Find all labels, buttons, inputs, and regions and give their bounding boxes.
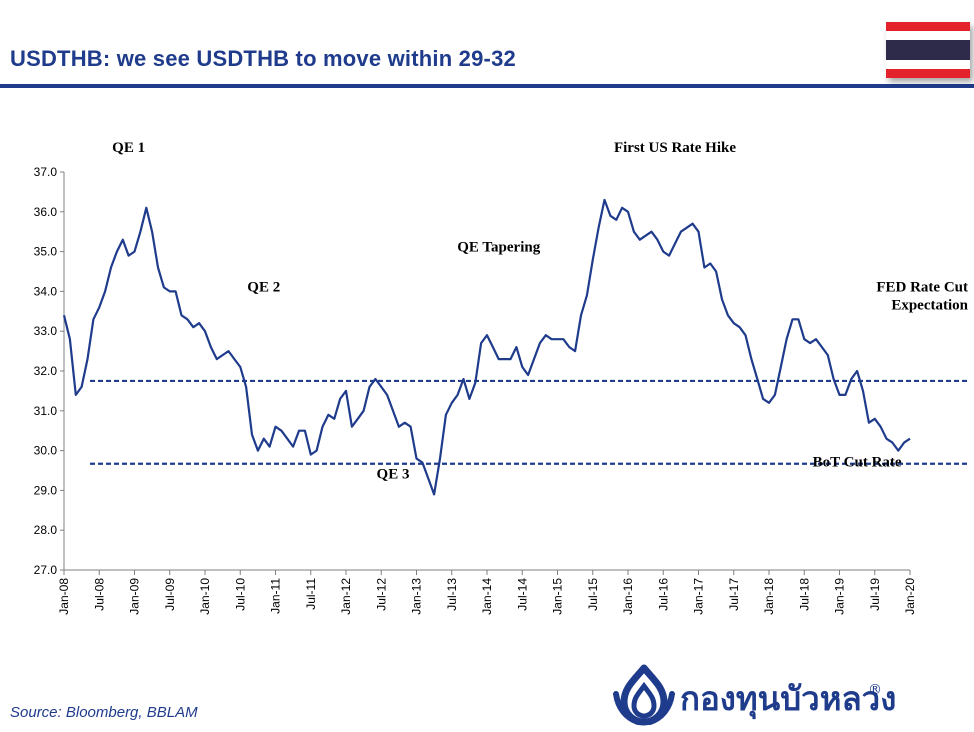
chart-annotation: FED Rate Cut xyxy=(876,279,968,295)
y-tick-label: 27.0 xyxy=(34,563,58,577)
x-tick-label: Jan-14 xyxy=(480,578,494,615)
chart-annotation: QE 1 xyxy=(112,140,145,156)
thailand-flag-icon xyxy=(886,22,970,78)
x-tick-label: Jul-09 xyxy=(163,578,177,611)
y-tick-label: 34.0 xyxy=(34,284,58,298)
x-tick-label: Jan-15 xyxy=(551,578,565,615)
flag-stripe xyxy=(886,22,970,31)
flag-stripe xyxy=(886,60,970,69)
title-divider xyxy=(0,84,974,88)
chart-annotation: QE 2 xyxy=(247,279,280,295)
x-tick-label: Jul-08 xyxy=(92,578,106,611)
flag-stripe xyxy=(886,31,970,40)
y-tick-label: 29.0 xyxy=(34,483,58,497)
y-tick-label: 28.0 xyxy=(34,523,58,537)
page-title: USDTHB: we see USDTHB to move within 29-… xyxy=(10,46,516,71)
x-tick-label: Jan-16 xyxy=(621,578,635,615)
usdthb-series-line xyxy=(62,198,911,496)
chart-annotation: BoT Cut Rate xyxy=(813,455,902,471)
y-tick-label: 35.0 xyxy=(34,245,58,259)
x-tick-label: Jul-10 xyxy=(233,578,247,611)
lotus-logo-icon xyxy=(613,664,675,726)
chart-annotation: QE Tapering xyxy=(457,240,540,256)
x-tick-label: Jul-12 xyxy=(374,578,388,611)
chart-annotation: Expectation xyxy=(891,297,968,313)
x-tick-label: Jan-17 xyxy=(692,578,706,615)
x-tick-label: Jul-11 xyxy=(304,578,318,610)
chart-annotation: QE 3 xyxy=(377,466,410,482)
bblam-logo: กองทุนบัวหลวง ® xyxy=(612,662,962,732)
x-tick-label: Jul-17 xyxy=(727,578,741,611)
x-tick-label: Jan-09 xyxy=(128,578,142,615)
x-tick-label: Jul-13 xyxy=(445,578,459,611)
y-tick-label: 32.0 xyxy=(34,364,58,378)
source-note: Source: Bloomberg, BBLAM xyxy=(10,704,198,721)
y-tick-label: 36.0 xyxy=(34,205,58,219)
x-tick-label: Jan-18 xyxy=(762,578,776,615)
chart-annotation: First US Rate Hike xyxy=(614,140,736,156)
x-tick-label: Jan-20 xyxy=(903,578,917,615)
registered-mark: ® xyxy=(868,682,882,698)
flag-stripe xyxy=(886,40,970,60)
x-tick-label: Jan-13 xyxy=(410,578,424,615)
x-tick-label: Jul-14 xyxy=(515,578,529,611)
x-tick-label: Jan-19 xyxy=(833,578,847,615)
x-tick-label: Jul-16 xyxy=(656,578,670,611)
y-tick-label: 37.0 xyxy=(34,165,58,179)
logo-wordmark: กองทุนบัวหลวง xyxy=(680,679,897,718)
x-tick-label: Jul-19 xyxy=(868,578,882,611)
y-tick-label: 30.0 xyxy=(34,444,58,458)
x-tick-label: Jul-15 xyxy=(586,578,600,611)
x-tick-label: Jan-11 xyxy=(269,578,283,614)
x-tick-label: Jan-08 xyxy=(57,578,71,615)
x-tick-label: Jan-12 xyxy=(339,578,353,615)
y-tick-label: 31.0 xyxy=(34,404,58,418)
x-tick-label: Jan-10 xyxy=(198,578,212,615)
y-tick-label: 33.0 xyxy=(34,324,58,338)
x-tick-label: Jul-18 xyxy=(797,578,811,611)
flag-stripe xyxy=(886,69,970,78)
